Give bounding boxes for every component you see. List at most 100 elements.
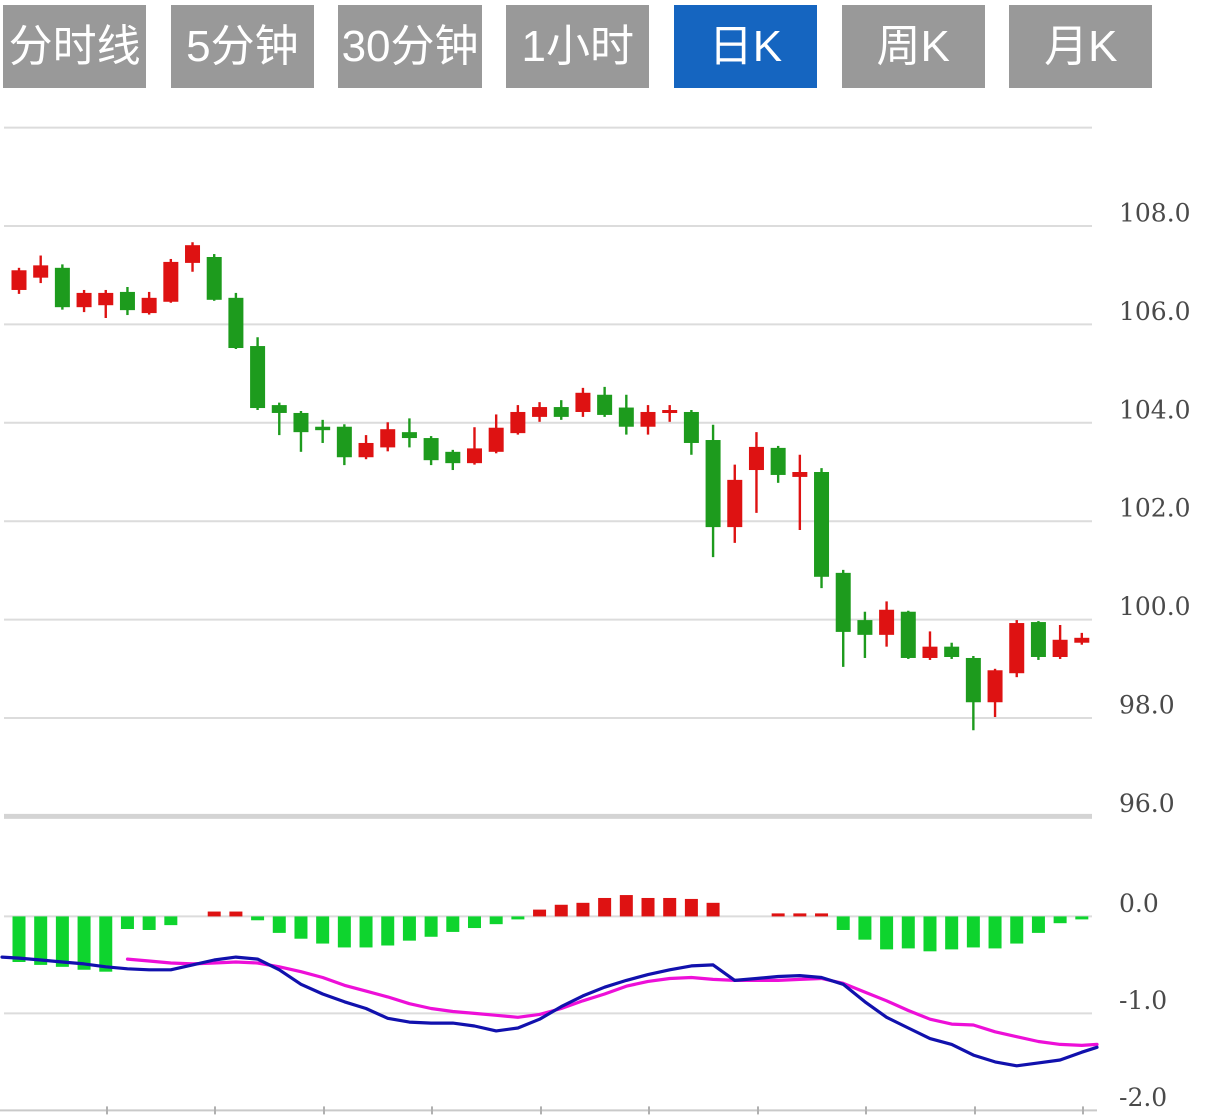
macd-histogram-bar [880,916,894,950]
interval-button-周K[interactable]: 周K [841,5,985,88]
candle-body [683,411,699,443]
candle-body [987,670,1003,703]
candle-body [532,407,548,417]
price-axis-label: 96.0 [1119,789,1175,818]
macd-histogram-bar [120,916,134,930]
candle-body [163,261,179,302]
candle-body [727,479,743,528]
candle-body [965,657,981,703]
interval-button-日K[interactable]: 日K [673,5,818,88]
candle-body [445,451,461,464]
candle-body [640,411,656,427]
interval-button-30分钟[interactable]: 30分钟 [338,5,482,88]
interval-button-分时线[interactable]: 分时线 [3,5,147,88]
macd-histogram-bar [1010,916,1024,944]
candle-body [879,609,895,635]
macd-histogram-bar [467,916,481,929]
macd-histogram-bar [142,916,156,930]
macd-histogram-bar [598,897,612,917]
candle-body [900,611,916,658]
candle-body [466,448,482,464]
candle-body [575,392,591,412]
candle-body [206,256,222,300]
macd-histogram-bar [164,916,178,926]
macd-histogram-bar [12,916,26,962]
price-axis-label: 102.0 [1119,494,1191,523]
macd-histogram-bar [272,916,286,933]
candle-body [54,267,70,308]
macd-histogram-bar [1075,916,1089,920]
macd-histogram-bar [402,916,416,941]
candle-body [98,292,114,306]
macd-histogram-bar [77,916,91,970]
price-axis-label: 104.0 [1119,395,1191,424]
macd-histogram-bar [359,916,373,948]
candle-body [944,646,960,657]
dea-line [125,957,1099,1048]
candle-body [250,346,266,409]
candle-body [770,447,786,475]
price-axis-label: 98.0 [1119,691,1175,720]
macd-histogram-bar [229,911,243,917]
macd-histogram-bar [988,916,1002,949]
macd-histogram-bar [1053,916,1067,924]
macd-histogram-bar [641,897,655,917]
macd-histogram-bar [316,916,330,944]
macd-histogram-bar [619,895,633,917]
candle-body [553,407,569,417]
macd-histogram-bar [554,904,568,917]
candle-body [423,438,439,461]
macd-axis-label: -2.0 [1119,1083,1167,1112]
macd-histogram-bar [511,916,525,920]
candle-body [336,426,352,458]
interval-toolbar: 分时线 5分钟 30分钟 1小时 日K 周K 月K [0,0,1213,93]
candle-body [1030,622,1046,657]
candle-body [597,394,613,415]
macd-axis-label: 0.0 [1119,889,1159,918]
candle-body [618,407,634,427]
macd-histogram-bar [966,916,980,948]
interval-button-5分钟[interactable]: 5分钟 [170,5,314,88]
price-axis-label: 108.0 [1119,199,1191,228]
candle-body [1009,623,1025,674]
candle-body [662,410,678,414]
candle-body [293,412,309,433]
candle-body [119,291,135,311]
macd-histogram-bar [945,916,959,950]
price-axis-label: 100.0 [1119,592,1191,621]
candle-body [922,646,938,658]
candle-body [271,405,287,413]
candle-body [315,426,331,431]
macd-histogram-bar [207,911,221,917]
interval-button-月K[interactable]: 月K [1009,5,1153,88]
price-axis-label: 106.0 [1119,297,1191,326]
macd-histogram-bar [815,913,829,917]
macd-histogram-bar [251,916,265,921]
macd-histogram-bar [34,916,48,965]
macd-histogram-bar [424,916,438,937]
macd-histogram-bar [533,909,547,917]
macd-histogram-bar [576,902,590,917]
macd-histogram-bar [446,916,460,932]
candle-body [1074,637,1090,643]
interval-button-1小时[interactable]: 1小时 [506,5,650,88]
candle-body [857,620,873,635]
macd-histogram-bar [858,916,872,940]
candle-body [228,297,244,349]
macd-histogram-bar [55,916,69,967]
macd-histogram-bar [381,916,395,946]
macd-histogram-bar [684,898,698,917]
macd-histogram-bar [901,916,915,949]
candle-body [705,440,721,528]
candle-body [1052,639,1068,657]
candle-body [488,427,504,452]
candle-body [748,446,764,471]
candle-body [185,245,201,263]
candle-body [358,442,374,458]
macd-histogram-bar [1031,916,1045,933]
macd-histogram-bar [337,916,351,948]
macd-histogram-bar [923,916,937,952]
macd-histogram-bar [771,913,785,917]
